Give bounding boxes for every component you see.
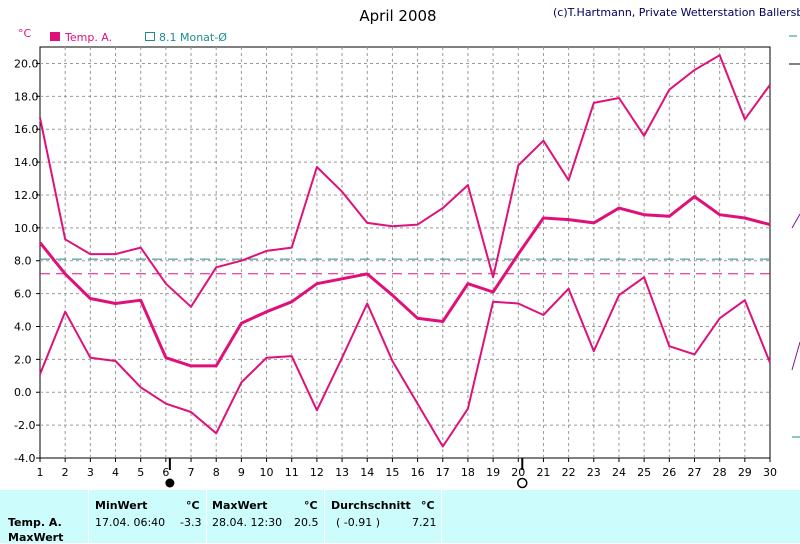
table-divider — [206, 490, 207, 543]
x-tick-label: 9 — [238, 466, 245, 479]
x-tick-label: 12 — [310, 466, 324, 479]
plot-area — [39, 46, 771, 459]
stats-table: Temp. A. MaxWert MinWert °C 17.04. 06:40… — [0, 490, 800, 544]
right-edge-mark-4 — [791, 341, 800, 371]
table-divider — [324, 490, 325, 543]
legend-swatch-monthly-avg — [145, 32, 155, 41]
x-tick-label: 27 — [687, 466, 701, 479]
max-value: 20.5 — [294, 516, 319, 529]
y-tick-label: 10.0 — [14, 222, 39, 235]
x-tick-label: 21 — [536, 466, 550, 479]
min-value: -3.3 — [180, 516, 202, 529]
x-tick-label: 16 — [411, 466, 425, 479]
max-header: MaxWert — [212, 499, 268, 512]
x-tick-label: 30 — [763, 466, 777, 479]
x-tick-label: 25 — [637, 466, 651, 479]
chart-title: April 2008 — [359, 7, 436, 25]
x-tick-label: 4 — [112, 466, 119, 479]
new-moon-icon — [165, 478, 175, 488]
right-edge-mark-3 — [791, 213, 800, 229]
row-label-maxwert: MaxWert — [8, 531, 64, 544]
table-divider — [441, 490, 442, 543]
temperature-chart: April 2008 (c)T.Hartmann, Private Wetter… — [14, 6, 800, 489]
x-tick-label: 18 — [461, 466, 475, 479]
x-tick-label: 6 — [162, 466, 169, 479]
y-tick-label: -2.0 — [14, 419, 35, 432]
x-tick-label: 13 — [335, 466, 349, 479]
y-unit-label: °C — [18, 27, 32, 40]
copyright-text: (c)T.Hartmann, Private Wetterstation Bal… — [553, 6, 800, 19]
x-tick-label: 22 — [562, 466, 576, 479]
x-tick-label: 8 — [213, 466, 220, 479]
grid — [40, 47, 770, 458]
x-tick-label: 29 — [738, 466, 752, 479]
x-tick-label: 1 — [37, 466, 44, 479]
max-time: 28.04. 12:30 — [212, 516, 283, 529]
y-tick-label: 2.0 — [14, 353, 32, 366]
avg-value: 7.21 — [412, 516, 437, 529]
y-tick-label: 8.0 — [14, 255, 32, 268]
x-tick-label: 14 — [360, 466, 374, 479]
y-tick-label: 20.0 — [14, 57, 39, 70]
x-tick-label: 17 — [436, 466, 450, 479]
legend-label-temp: Temp. A. — [64, 31, 112, 44]
x-tick-label: 10 — [260, 466, 274, 479]
series-group — [38, 54, 771, 448]
min-header: MinWert — [95, 499, 148, 512]
table-divider — [88, 490, 89, 543]
legend-swatch-temp — [50, 32, 60, 41]
x-tick-label: 11 — [285, 466, 299, 479]
x-axis: 1 2 3 4 5 6 7 8 9 10 11 12 13 14 15 16 17 18 19 20 21 22 23 24 2… — [37, 458, 777, 479]
max-unit: °C — [304, 499, 318, 512]
y-tick-label: 16.0 — [14, 123, 39, 136]
y-tick-label: 14.0 — [14, 156, 39, 169]
y-tick-label: 12.0 — [14, 189, 39, 202]
moon-markers — [165, 458, 528, 489]
min-time: 17.04. 06:40 — [95, 516, 166, 529]
x-tick-label: 24 — [612, 466, 626, 479]
x-tick-label: 15 — [385, 466, 399, 479]
reference-lines — [40, 258, 770, 275]
full-moon-icon — [517, 477, 528, 489]
min-unit: °C — [186, 499, 200, 512]
y-tick-label: 18.0 — [14, 90, 39, 103]
avg-note: ( -0.91 ) — [336, 516, 381, 529]
x-tick-label: 28 — [713, 466, 727, 479]
x-tick-label: 7 — [188, 466, 195, 479]
series-mean-line — [38, 195, 771, 368]
x-tick-label: 26 — [662, 466, 676, 479]
y-tick-label: -4.0 — [14, 452, 35, 465]
y-axis: 20.0 18.0 16.0 14.0 12.0 10.0 8.0 6.0 4.0 2.0 0.0 -… — [14, 57, 40, 465]
x-tick-label: 3 — [87, 466, 94, 479]
y-tick-label: 6.0 — [14, 288, 32, 301]
series-min-line — [39, 276, 771, 448]
x-tick-label: 2 — [62, 466, 69, 479]
row-label-temp: Temp. A. — [8, 516, 62, 529]
y-tick-label: 4.0 — [14, 320, 32, 333]
avg-header: Durchschnitt — [331, 499, 411, 512]
y-tick-label: 0.0 — [14, 386, 32, 399]
x-tick-label: 23 — [587, 466, 601, 479]
avg-unit: °C — [421, 499, 435, 512]
legend-label-monthly-avg: 8.1 Monat-Ø — [159, 31, 227, 44]
series-max-line — [39, 54, 771, 308]
x-tick-label: 5 — [137, 466, 144, 479]
x-tick-label: 19 — [486, 466, 500, 479]
